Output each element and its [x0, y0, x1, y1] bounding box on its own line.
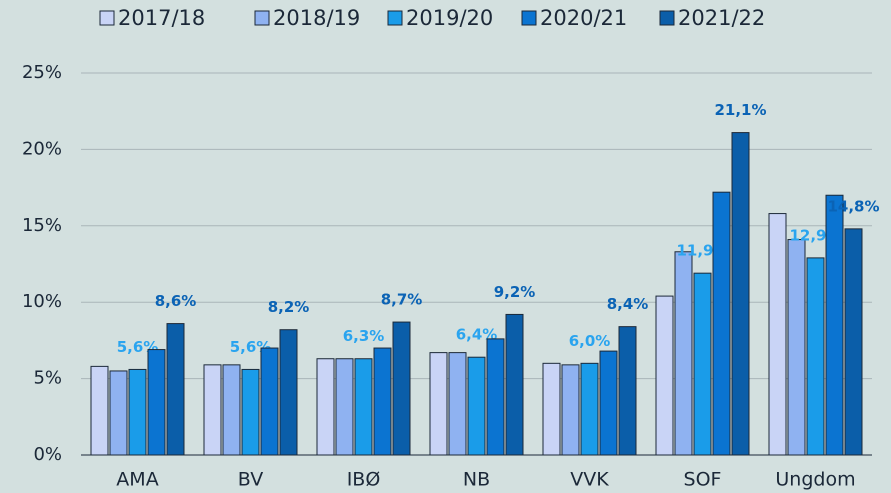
data-label: 6,0%	[569, 332, 611, 350]
y-tick-label: 0%	[33, 444, 62, 465]
bar	[806, 257, 825, 456]
bar	[580, 362, 599, 456]
legend-swatch	[521, 10, 537, 26]
bar	[655, 295, 674, 456]
legend-label: 2017/18	[118, 6, 205, 30]
data-label: 9,2%	[494, 283, 536, 301]
legend-swatch	[387, 10, 403, 26]
x-tick-label: BV	[238, 469, 263, 491]
y-tick-label: 5%	[33, 368, 62, 389]
bar	[448, 352, 467, 456]
bar	[166, 323, 185, 456]
data-label: 8,2%	[268, 298, 310, 316]
bar	[731, 132, 750, 456]
legend-label: 2019/20	[406, 6, 493, 30]
bar	[373, 347, 392, 456]
bar	[505, 313, 524, 456]
x-tick-label: IBØ	[347, 469, 381, 491]
bar	[486, 338, 505, 456]
bar	[561, 364, 580, 456]
bar	[768, 213, 787, 456]
bar	[844, 228, 863, 456]
bar	[674, 251, 693, 456]
bar	[787, 239, 806, 456]
x-tick-label: SOF	[684, 469, 722, 491]
x-tick-label: AMA	[116, 469, 158, 491]
bar	[316, 358, 335, 456]
x-tick-label: Ungdom	[775, 469, 855, 491]
data-label: 6,3%	[343, 327, 385, 345]
bar	[241, 368, 260, 456]
bar	[429, 352, 448, 456]
legend-swatch	[99, 10, 115, 26]
bar	[354, 358, 373, 456]
y-tick-label: 15%	[22, 215, 62, 236]
legend-swatch	[659, 10, 675, 26]
x-tick-label: NB	[463, 469, 490, 491]
x-tick-label: VVK	[570, 469, 609, 491]
legend-label: 2020/21	[540, 6, 627, 30]
data-label: 21,1%	[714, 101, 766, 119]
bar	[335, 358, 354, 456]
bar	[128, 368, 147, 456]
y-tick-label: 20%	[22, 138, 62, 159]
bar	[825, 194, 844, 456]
y-tick-label: 10%	[22, 291, 62, 312]
data-label: 8,4%	[607, 295, 649, 313]
bar	[599, 350, 618, 456]
bar	[260, 347, 279, 456]
data-label: 14,8%	[827, 197, 879, 215]
bar	[90, 365, 109, 456]
bar	[222, 364, 241, 456]
bar	[279, 329, 298, 456]
legend-label: 2021/22	[678, 6, 765, 30]
bar	[693, 272, 712, 456]
bar	[109, 370, 128, 456]
y-tick-label: 25%	[22, 62, 62, 83]
data-label: 8,7%	[381, 291, 423, 309]
legend-swatch	[254, 10, 270, 26]
bar	[467, 356, 486, 456]
bar	[542, 362, 561, 456]
legend-label: 2018/19	[273, 6, 360, 30]
bar	[392, 321, 411, 456]
data-label: 8,6%	[155, 292, 197, 310]
bar	[618, 326, 637, 456]
bar	[203, 364, 222, 456]
bar	[712, 191, 731, 456]
bar	[147, 349, 166, 456]
